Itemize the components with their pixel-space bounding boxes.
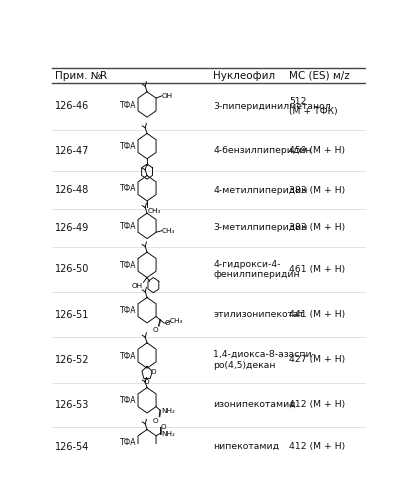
Text: 459 (М + Н): 459 (М + Н) <box>289 146 345 155</box>
Text: 4-бензилпиперидин: 4-бензилпиперидин <box>213 146 312 155</box>
Text: OH: OH <box>132 283 143 289</box>
Text: 461 (М + Н): 461 (М + Н) <box>289 265 345 274</box>
Text: 412 (М + Н): 412 (М + Н) <box>289 442 345 451</box>
Text: нипекотамид: нипекотамид <box>213 442 279 451</box>
Text: 4-метилпиперидин: 4-метилпиперидин <box>213 186 308 195</box>
Text: NH₂: NH₂ <box>161 409 175 415</box>
Text: 383 (М + Н): 383 (М + Н) <box>289 223 345 233</box>
Text: 126-49: 126-49 <box>55 223 89 233</box>
Text: этилизонипекотат: этилизонипекотат <box>213 310 304 319</box>
Text: ТФА: ТФА <box>120 352 136 361</box>
Text: 126-48: 126-48 <box>55 185 89 195</box>
Text: ТФА: ТФА <box>120 101 136 110</box>
Text: Нуклеофил: Нуклеофил <box>213 71 276 81</box>
Text: O: O <box>153 418 158 424</box>
Text: ТФА: ТФА <box>120 261 136 270</box>
Text: 383 (М + Н): 383 (М + Н) <box>289 186 345 195</box>
Text: Прим. №: Прим. № <box>55 71 101 81</box>
Text: 4-гидрокси-4-
фенилпиперидин: 4-гидрокси-4- фенилпиперидин <box>213 259 300 279</box>
Text: 3-метилпиперидин: 3-метилпиперидин <box>213 223 308 233</box>
Text: 412 (М + Н): 412 (М + Н) <box>289 400 345 409</box>
Text: ТФА: ТФА <box>120 222 136 231</box>
Text: 126-51: 126-51 <box>55 309 89 320</box>
Text: O: O <box>151 369 156 375</box>
Text: OH: OH <box>162 93 173 99</box>
Text: 1,4-диокса-8-азаспи-
ро(4,5)декан: 1,4-диокса-8-азаспи- ро(4,5)декан <box>213 350 315 370</box>
Text: ТФА: ТФА <box>120 306 136 315</box>
Text: 126-47: 126-47 <box>55 146 89 156</box>
Text: O: O <box>152 327 158 333</box>
Text: ТФА: ТФА <box>120 142 136 151</box>
Text: CH₃: CH₃ <box>162 228 175 234</box>
Text: 3-пиперидинилметанол: 3-пиперидинилметанол <box>213 102 331 111</box>
Text: изонипекотамид: изонипекотамид <box>213 400 296 409</box>
Text: 126-54: 126-54 <box>55 442 89 452</box>
Text: 512
(М + ТФК): 512 (М + ТФК) <box>289 97 338 116</box>
Text: 427 (М + Н): 427 (М + Н) <box>289 355 345 364</box>
Text: NH₂: NH₂ <box>161 431 175 437</box>
Text: CH₃: CH₃ <box>170 318 184 324</box>
Text: ТФА: ТФА <box>120 438 136 447</box>
Text: ТФА: ТФА <box>120 396 136 405</box>
Text: CH₃: CH₃ <box>148 208 161 214</box>
Text: 126-46: 126-46 <box>55 101 89 111</box>
Text: O: O <box>164 320 170 326</box>
Text: МС (ES) м/z: МС (ES) м/z <box>289 71 350 81</box>
Text: 126-53: 126-53 <box>55 400 89 410</box>
Text: O: O <box>144 379 149 385</box>
Text: 126-50: 126-50 <box>55 264 89 274</box>
Text: ТФА: ТФА <box>120 184 136 194</box>
Text: R: R <box>100 71 107 81</box>
Text: 441 (М + Н): 441 (М + Н) <box>289 310 345 319</box>
Text: 126-52: 126-52 <box>55 355 89 365</box>
Text: O: O <box>161 425 167 431</box>
